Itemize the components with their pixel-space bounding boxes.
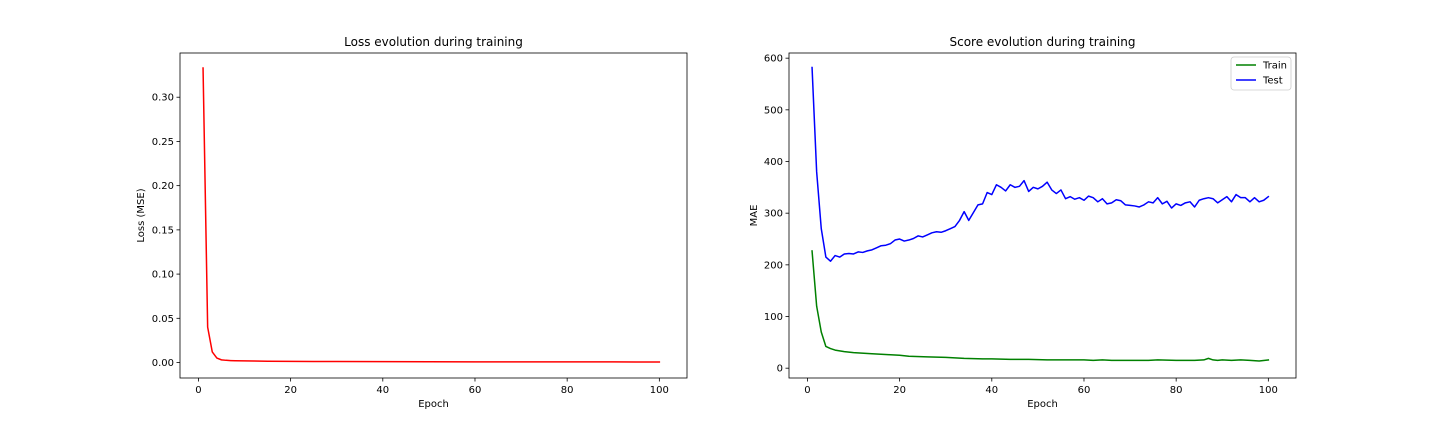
score-chart-xtick-label: 100 (1259, 385, 1278, 396)
legend-label-train: Train (1262, 61, 1287, 72)
loss-chart-xtick-label: 60 (469, 385, 482, 396)
score-chart-line-train (811, 250, 1270, 362)
score-chart-title: Score evolution during training (949, 35, 1135, 49)
loss-chart-ytick-label: 0.10 (152, 270, 174, 281)
loss-chart-xtick-label: 0 (195, 385, 201, 396)
score-chart-xtick-label: 80 (1170, 385, 1183, 396)
loss-chart-xtick-label: 20 (284, 385, 297, 396)
loss-chart-ytick-label: 0.25 (152, 137, 174, 148)
score-chart-line-test (811, 66, 1270, 262)
loss-chart-ylabel: Loss (MSE) (136, 188, 147, 242)
score-chart-ytick-label: 100 (764, 312, 783, 323)
score-chart-legend: Train Test (1230, 56, 1292, 91)
loss-chart-ytick-label: 0.20 (152, 181, 174, 192)
score-chart-ticks: 0 20 40 60 80 100 0 100 200 300 400 500 600 (764, 54, 1278, 396)
score-chart-frame (788, 52, 1297, 379)
score-chart-ytick-label: 400 (764, 157, 783, 168)
score-chart: Score evolution during training Epoch MA… (749, 35, 1297, 410)
score-chart-ytick-label: 300 (764, 209, 783, 220)
score-chart-xtick-label: 40 (985, 385, 998, 396)
score-chart-ytick-label: 200 (764, 260, 783, 271)
score-chart-ytick-label: 500 (764, 105, 783, 116)
loss-chart-plot-area (202, 67, 661, 363)
score-chart-ytick-label: 0 (777, 364, 783, 375)
loss-chart-ytick-label: 0.15 (152, 225, 174, 236)
loss-chart-ytick-label: 0.30 (152, 93, 174, 104)
score-chart-plot-area (811, 66, 1270, 362)
score-chart-xtick-label: 60 (1078, 385, 1091, 396)
loss-chart-line-series-0 (202, 67, 661, 363)
loss-chart-ticks: 0 20 40 60 80 100 0.00 0.05 0.10 0.15 0.20 0.25 0.30 (152, 93, 669, 396)
loss-chart-xlabel: Epoch (418, 399, 449, 410)
loss-chart-xtick-label: 100 (650, 385, 669, 396)
loss-chart-frame (179, 52, 688, 379)
loss-chart-ytick-label: 0.05 (152, 314, 174, 325)
score-chart-ylabel: MAE (749, 205, 760, 227)
score-chart-ytick-label: 600 (764, 54, 783, 65)
score-chart-xtick-label: 20 (893, 385, 906, 396)
loss-chart-xtick-label: 40 (376, 385, 389, 396)
loss-chart-xtick-label: 80 (561, 385, 574, 396)
legend-label-test: Test (1262, 76, 1283, 87)
loss-chart: Loss evolution during training Epoch Los… (136, 35, 688, 410)
loss-chart-ytick-label: 0.00 (152, 358, 174, 369)
score-chart-xlabel: Epoch (1027, 399, 1058, 410)
score-chart-xtick-label: 0 (804, 385, 810, 396)
loss-chart-title: Loss evolution during training (344, 35, 523, 49)
